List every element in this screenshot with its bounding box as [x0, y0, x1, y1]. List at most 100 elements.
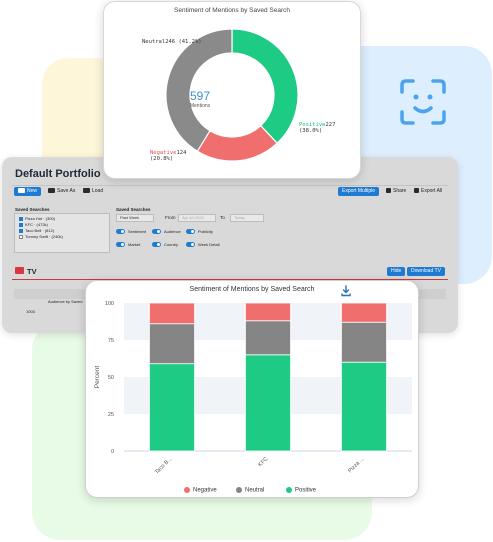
saved-search-label: Taco Bell · (812) — [25, 228, 55, 233]
bar-segment-negative[interactable] — [341, 302, 387, 323]
bar-segment-positive[interactable] — [149, 363, 195, 452]
toggle-country-label: Country — [164, 242, 179, 247]
download-tv-label: Download TV — [411, 268, 441, 274]
y-tick-label: 50 — [108, 375, 114, 381]
legend-label: Positive — [295, 487, 317, 494]
to-date-value: Today — [234, 215, 245, 220]
bar-chart-title: Sentiment of Mentions by Saved Search — [189, 286, 315, 293]
to-date-input[interactable]: Today — [230, 214, 264, 222]
export-all-label: Export All — [421, 188, 443, 194]
portfolio-title: Default Portfolio — [15, 168, 101, 180]
share-button[interactable]: Share — [382, 187, 410, 196]
new-button-label: New — [27, 188, 38, 194]
donut-slice-neutral[interactable] — [165, 28, 233, 153]
toggle-sentiment[interactable] — [116, 229, 125, 234]
legend-dot-icon — [236, 487, 242, 493]
bar-chart-card: Sentiment of Mentions by Saved Search 0 2… — [85, 280, 419, 498]
hide-button[interactable]: Hide — [387, 267, 406, 276]
tv-divider — [12, 279, 448, 280]
legend-dot-icon — [184, 487, 190, 493]
save-icon — [48, 188, 55, 194]
saved-search-item[interactable]: KFC · (472k) — [19, 222, 48, 227]
bar-segment-neutral[interactable] — [149, 323, 195, 365]
saved-searches-list[interactable]: Pizza Hut · (300) KFC · (472k) Taco Bell… — [14, 213, 110, 253]
donut-neutral-count: 246 — [165, 39, 176, 45]
donut-positive-count: 227 — [325, 122, 336, 128]
download-tv-button[interactable]: Download TV — [407, 267, 445, 276]
saved-search-label: KFC · (472k) — [25, 222, 48, 227]
donut-positive-name: Positive — [299, 122, 326, 128]
divider — [12, 185, 448, 186]
donut-slice-positive[interactable] — [231, 28, 299, 145]
load-button[interactable]: Load — [79, 187, 107, 196]
toggle-week-detail[interactable] — [186, 242, 195, 247]
toggle-publicity-label: Publicity — [198, 229, 213, 234]
y-axis-label: Percent — [94, 366, 101, 389]
donut-chart — [165, 28, 299, 162]
x-tick-label: Taco B... — [154, 456, 174, 476]
table-cell: 1003 — [26, 309, 35, 314]
donut-label-neutral: Neutral246 (41.2%) — [142, 39, 202, 45]
save-as-label: Save As — [57, 188, 76, 194]
bar-segment-neutral[interactable] — [245, 320, 291, 356]
export-multiple-button[interactable]: Export Multiple — [338, 187, 380, 196]
to-label: To — [220, 215, 225, 220]
share-icon — [386, 188, 391, 194]
saved-searches-label: Saved Searches — [15, 207, 50, 212]
toggle-audience-label: Audience — [164, 229, 181, 234]
legend-dot-icon — [286, 487, 292, 493]
legend-item-neutral[interactable]: Neutral — [236, 487, 264, 494]
donut-center-label: Mentions — [189, 103, 211, 109]
bar-segment-positive[interactable] — [341, 361, 387, 452]
checkbox-unchecked-icon[interactable] — [19, 234, 23, 239]
donut-chart-title: Sentiment of Mentions by Saved Search — [174, 7, 290, 14]
legend-label: Negative — [193, 487, 217, 494]
saved-search-item[interactable]: Taco Bell · (812) — [19, 228, 54, 233]
checkbox-checked-icon[interactable] — [19, 222, 23, 227]
bar-segment-neutral[interactable] — [341, 321, 387, 363]
donut-negative-count: 124 — [176, 150, 187, 156]
checkbox-checked-icon[interactable] — [19, 228, 23, 233]
load-label: Load — [92, 188, 104, 194]
from-date-input[interactable]: Apr 10 2022 — [178, 214, 216, 222]
period-select[interactable]: Past Week — [116, 214, 154, 222]
donut-chart-card: Sentiment of Mentions by Saved Search Ne… — [103, 1, 361, 179]
stacked-bar-chart: 0 25 50 75 100 Percent Taco B... KFC Pizza ... — [94, 301, 412, 476]
bar-segment-positive[interactable] — [245, 354, 291, 452]
saved-searches-right-label: Saved Searches — [116, 207, 151, 212]
legend-item-negative[interactable]: Negative — [184, 487, 217, 494]
bar-segment-negative[interactable] — [245, 302, 291, 322]
new-button[interactable]: New — [14, 187, 42, 196]
table-column-header: Audience by Saved — [48, 299, 83, 304]
x-tick-label: Pizza ... — [347, 456, 365, 474]
legend-item-positive[interactable]: Positive — [286, 487, 316, 494]
folder-plus-icon — [18, 188, 25, 194]
download-icon — [414, 188, 419, 194]
face-recognition-icon — [400, 79, 446, 125]
donut-negative-name: Negative — [150, 150, 177, 156]
toggle-audience[interactable] — [152, 229, 161, 234]
download-icon[interactable] — [340, 285, 352, 297]
export-multiple-label: Export Multiple — [342, 188, 376, 194]
export-all-button[interactable]: Export All — [410, 187, 446, 196]
donut-neutral-pct: (41.2%) — [178, 39, 202, 45]
tv-icon — [15, 267, 24, 274]
from-label: From — [165, 215, 176, 220]
y-tick-label: 0 — [111, 449, 114, 455]
donut-center-value: 597 — [189, 89, 211, 103]
x-tick-label: KFC — [257, 456, 269, 468]
checkbox-checked-icon[interactable] — [19, 216, 23, 221]
saved-search-label: Tummy Swift · (240k) — [25, 234, 63, 239]
folder-icon — [83, 188, 90, 194]
toggle-country[interactable] — [152, 242, 161, 247]
toggle-market[interactable] — [116, 242, 125, 247]
period-select-value: Past Week — [120, 215, 140, 220]
save-as-button[interactable]: Save As — [44, 187, 79, 196]
y-tick-label: 100 — [105, 301, 114, 307]
saved-search-item[interactable]: Tummy Swift · (240k) — [19, 234, 63, 239]
bar-segment-negative[interactable] — [149, 302, 195, 325]
legend-label: Neutral — [245, 487, 265, 494]
saved-search-item[interactable]: Pizza Hut · (300) — [19, 216, 55, 221]
saved-search-label: Pizza Hut · (300) — [25, 216, 56, 221]
toggle-publicity[interactable] — [186, 229, 195, 234]
